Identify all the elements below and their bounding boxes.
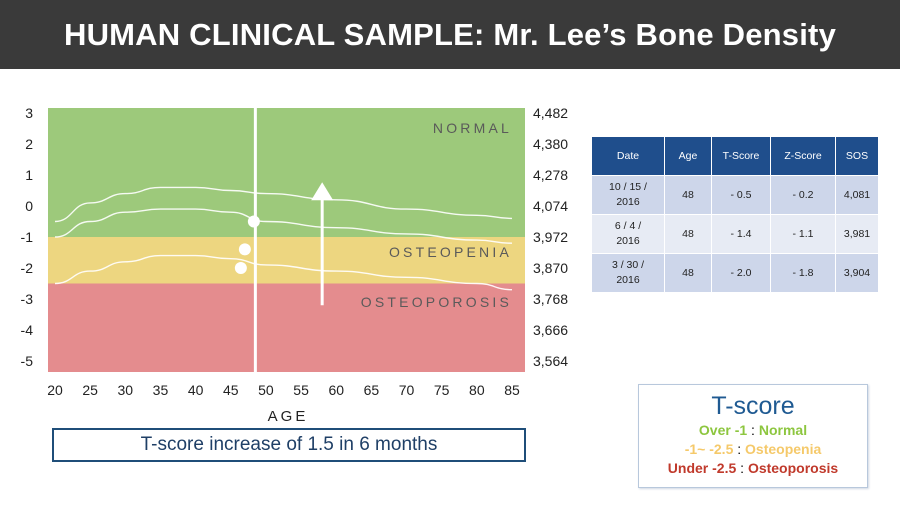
sos-cell: 4,081 [835, 175, 879, 215]
tscore-cell: - 0.5 [711, 175, 771, 215]
zone-label-osteopenia: OSTEOPENIA [389, 244, 512, 260]
y-tick-label: 0 [25, 198, 33, 214]
x-tick-label: 25 [82, 382, 98, 398]
zone-band-osteoporosis [48, 283, 525, 372]
x-axis-label: AGE [268, 408, 309, 425]
measurement-point [234, 262, 247, 274]
table-header-row: Date Age T-Score Z-Score SOS [592, 137, 879, 176]
col-tscore-header: T-Score [711, 137, 771, 176]
x-tick-label: 55 [293, 382, 309, 398]
zone-band-normal [48, 108, 525, 237]
sos-tick-label: 4,278 [533, 167, 568, 183]
x-tick-label: 80 [469, 382, 485, 398]
zscore-cell: - 1.8 [770, 253, 836, 293]
table-row: 3 / 30 / 2016 48 - 2.0 - 1.8 3,904 [592, 253, 879, 293]
zscore-cell: - 0.2 [770, 175, 836, 215]
legend-key: Over -1 [698, 422, 748, 438]
t-score-legend: T-score Over -1 : Normal -1~ -2.5 : Oste… [638, 384, 868, 488]
tscore-cell: - 2.0 [711, 253, 771, 293]
reference-curve-middle [54, 208, 513, 244]
col-age-header: Age [664, 137, 712, 176]
reference-curve-upper [54, 186, 513, 223]
y-tick-label: -5 [21, 353, 34, 369]
sos-tick-label: 3,564 [533, 353, 568, 369]
col-sos-header: SOS [835, 137, 879, 176]
date-cell: 10 / 15 / 2016 [592, 175, 665, 215]
date-line-2: 2016 [616, 235, 640, 247]
x-tick-label: 65 [364, 382, 380, 398]
legend-row-osteopenia: -1~ -2.5 : Osteopenia [639, 440, 867, 459]
legend-title: T-score [711, 392, 795, 420]
age-cell: 48 [664, 253, 712, 293]
table-row: 6 / 4 / 2016 48 - 1.4 - 1.1 3,981 [592, 214, 879, 254]
bone-density-table: Date Age T-Score Z-Score SOS 10 / 15 / 20… [592, 137, 879, 293]
y-tick-label: 2 [25, 136, 33, 152]
legend-label: Osteoporosis [747, 460, 839, 476]
date-line-2: 2016 [616, 274, 640, 286]
x-tick-label: 30 [118, 382, 134, 398]
legend-row-normal: Over -1 : Normal [639, 421, 867, 440]
date-cell: 3 / 30 / 2016 [592, 253, 665, 293]
x-tick-label: 75 [434, 382, 450, 398]
page-title: HUMAN CLINICAL SAMPLE: Mr. Lee’s Bone De… [63, 16, 837, 52]
reference-curve-lower [54, 254, 513, 291]
y-tick-label: 3 [25, 105, 33, 121]
tscore-cell: - 1.4 [711, 214, 771, 254]
sos-cell: 3,981 [835, 214, 879, 254]
legend-key: -1~ -2.5 [684, 441, 734, 457]
zone-band-osteopenia [48, 237, 525, 284]
date-line-1: 10 / 15 / [609, 181, 647, 193]
sos-tick-label: 4,380 [533, 136, 568, 152]
y-tick-label: -1 [21, 229, 34, 245]
date-line-1: 6 / 4 / [614, 220, 642, 232]
x-tick-label: 45 [223, 382, 239, 398]
legend-key: Under -2.5 [667, 460, 737, 476]
legend-row-osteoporosis: Under -2.5 : Osteoporosis [639, 459, 867, 478]
sos-tick-label: 3,666 [533, 322, 568, 338]
t-score-increase-callout: T-score increase of 1.5 in 6 months [52, 428, 526, 462]
age-cell: 48 [664, 175, 712, 215]
sos-tick-label: 4,482 [533, 105, 568, 121]
sos-tick-label: 3,972 [533, 229, 568, 245]
x-tick-label: 50 [258, 382, 274, 398]
bone-density-chart: NORMAL OSTEOPENIA OSTEOPOROSIS 3 2 1 0 -1 -2 -3 -4… [21, 105, 569, 425]
sos-cell: 3,904 [835, 253, 879, 293]
date-line-1: 3 / 30 / [611, 259, 645, 271]
zone-label-normal: NORMAL [433, 120, 512, 136]
x-tick-label: 85 [504, 382, 520, 398]
y-tick-label: -4 [21, 322, 34, 338]
legend-label: Normal [758, 422, 808, 438]
sos-tick-label: 4,074 [533, 198, 568, 214]
zscore-cell: - 1.1 [770, 214, 836, 254]
sos-tick-label: 3,870 [533, 260, 568, 276]
legend-sep: : [733, 441, 746, 457]
y-tick-label: 1 [25, 167, 33, 183]
legend-sep: : [747, 422, 759, 438]
x-tick-label: 40 [188, 382, 204, 398]
legend-label: Osteopenia [745, 441, 822, 457]
table-row: 10 / 15 / 2016 48 - 0.5 - 0.2 4,081 [592, 175, 879, 215]
date-cell: 6 / 4 / 2016 [592, 214, 665, 254]
x-tick-label: 35 [153, 382, 169, 398]
col-zscore-header: Z-Score [770, 137, 836, 176]
zone-label-osteoporosis: OSTEOPOROSIS [361, 294, 512, 310]
age-cell: 48 [664, 214, 712, 254]
y-tick-label: -3 [21, 291, 34, 307]
x-tick-label: 70 [399, 382, 415, 398]
col-date-header: Date [592, 137, 665, 176]
measurement-point [238, 243, 251, 256]
y-tick-label: -2 [21, 260, 34, 276]
date-line-2: 2016 [616, 196, 640, 208]
measurement-point [247, 215, 260, 228]
improvement-arrow-head [311, 182, 334, 201]
legend-sep: : [736, 460, 748, 476]
x-tick-label: 20 [47, 382, 63, 398]
sos-tick-label: 3,768 [533, 291, 568, 307]
x-tick-label: 60 [328, 382, 344, 398]
title-bar: HUMAN CLINICAL SAMPLE: Mr. Lee’s Bone De… [0, 0, 900, 69]
